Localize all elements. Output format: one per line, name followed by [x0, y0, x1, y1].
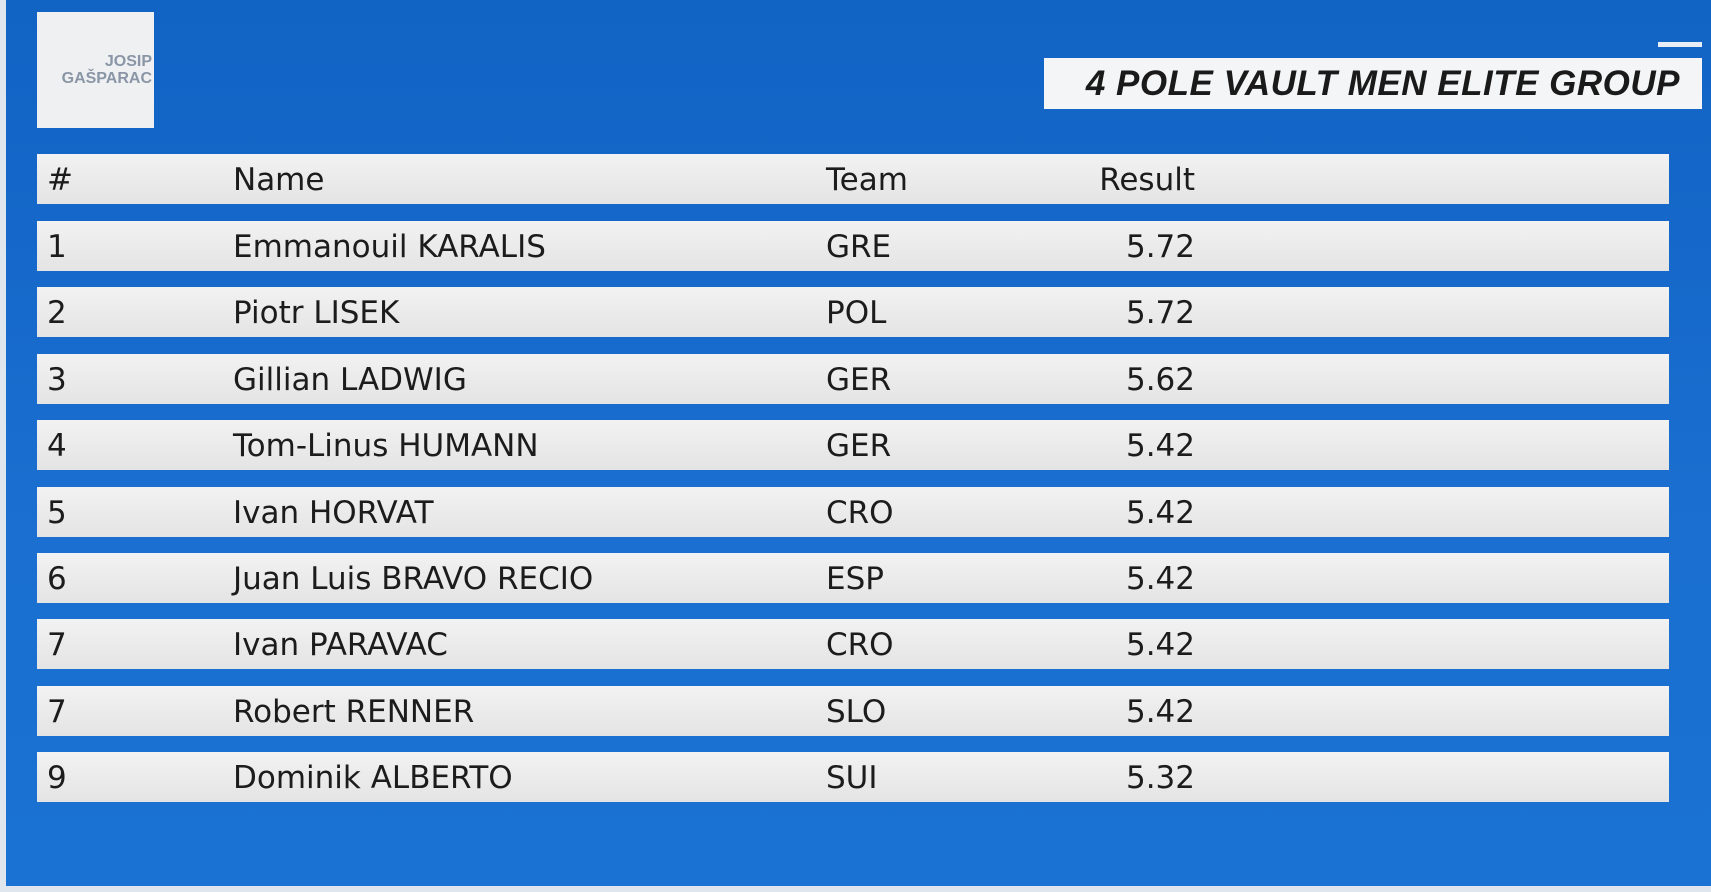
name-cell: Emmanouil KARALIS: [233, 229, 546, 265]
name-cell: Gillian LADWIG: [233, 361, 467, 398]
column-header: Team: [826, 162, 908, 198]
team-cell: POL: [826, 295, 887, 332]
rank-cell: 7: [47, 627, 67, 664]
team-cell: CRO: [826, 494, 894, 531]
result-cell: 5.72: [1125, 229, 1195, 265]
logo: JOSIP GAŠPARAC: [37, 12, 154, 128]
name-cell: Robert RENNER: [233, 693, 475, 730]
result-cell: 5.42: [1125, 627, 1195, 664]
result-cell: 5.72: [1125, 295, 1195, 332]
rank-cell: 3: [47, 361, 67, 398]
name-cell: Dominik ALBERTO: [233, 760, 513, 797]
result-cell: 5.42: [1125, 494, 1195, 531]
team-cell: GER: [826, 361, 892, 398]
team-cell: CRO: [826, 627, 894, 664]
name-cell: Tom-Linus HUMANN: [233, 428, 539, 465]
table-row: 2 Piotr LISEK POL 5.72: [37, 287, 1669, 338]
column-header: Name: [233, 162, 325, 198]
team-cell: ESP: [826, 561, 884, 597]
team-cell: SLO: [826, 693, 887, 730]
table-row: 7 Ivan PARAVAC CRO 5.42: [37, 619, 1669, 670]
title-box: 4 POLE VAULT MEN ELITE GROUP: [1044, 58, 1702, 109]
logo-text: JOSIP: [104, 53, 152, 70]
header-row: # Name Team Result: [37, 154, 1669, 204]
team-cell: SUI: [826, 760, 878, 797]
table-row: 7 Robert RENNER SLO 5.42: [37, 685, 1669, 736]
title: 4 POLE VAULT MEN ELITE GROUP: [1085, 63, 1680, 103]
result-cell: 5.42: [1125, 428, 1195, 465]
decoration: [1658, 42, 1702, 47]
rank-cell: 1: [47, 229, 67, 265]
result-cell: 5.32: [1125, 760, 1195, 797]
table-row: 3 Gillian LADWIG GER 5.62: [37, 353, 1669, 404]
logo-text: GAŠPARAC: [61, 70, 152, 87]
name-cell: Piotr LISEK: [233, 295, 400, 332]
team-cell: GRE: [826, 229, 892, 265]
table-row: 5 Ivan HORVAT CRO 5.42: [37, 486, 1669, 537]
team-cell: GER: [826, 428, 892, 465]
table-row: 4 Tom-Linus HUMANN GER 5.42: [37, 420, 1669, 471]
rank-cell: 7: [47, 693, 67, 730]
result-cell: 5.42: [1125, 561, 1195, 597]
name-cell: Juan Luis BRAVO RECIO: [233, 561, 594, 597]
column-header: Result: [1099, 162, 1195, 198]
rank-cell: 6: [47, 561, 67, 597]
table-row: 1 Emmanouil KARALIS GRE 5.72: [37, 221, 1669, 271]
result-cell: 5.42: [1125, 693, 1195, 730]
column-header: #: [47, 162, 73, 198]
rank-cell: 4: [47, 428, 67, 465]
table-row: 6 Juan Luis BRAVO RECIO ESP 5.42: [37, 553, 1669, 603]
name-cell: Ivan PARAVAC: [233, 627, 448, 664]
table-row: 9 Dominik ALBERTO SUI 5.32: [37, 752, 1669, 803]
rank-cell: 2: [47, 295, 67, 332]
rank-cell: 9: [47, 760, 67, 797]
name-cell: Ivan HORVAT: [233, 494, 434, 531]
result-cell: 5.62: [1125, 361, 1195, 398]
rank-cell: 5: [47, 494, 67, 531]
